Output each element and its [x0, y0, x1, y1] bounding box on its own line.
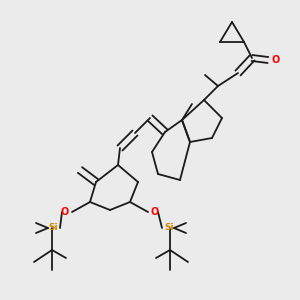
- Text: O: O: [151, 207, 159, 217]
- Text: Si: Si: [48, 224, 58, 232]
- Text: O: O: [272, 55, 280, 65]
- Text: Si: Si: [164, 224, 174, 232]
- Text: O: O: [61, 207, 69, 217]
